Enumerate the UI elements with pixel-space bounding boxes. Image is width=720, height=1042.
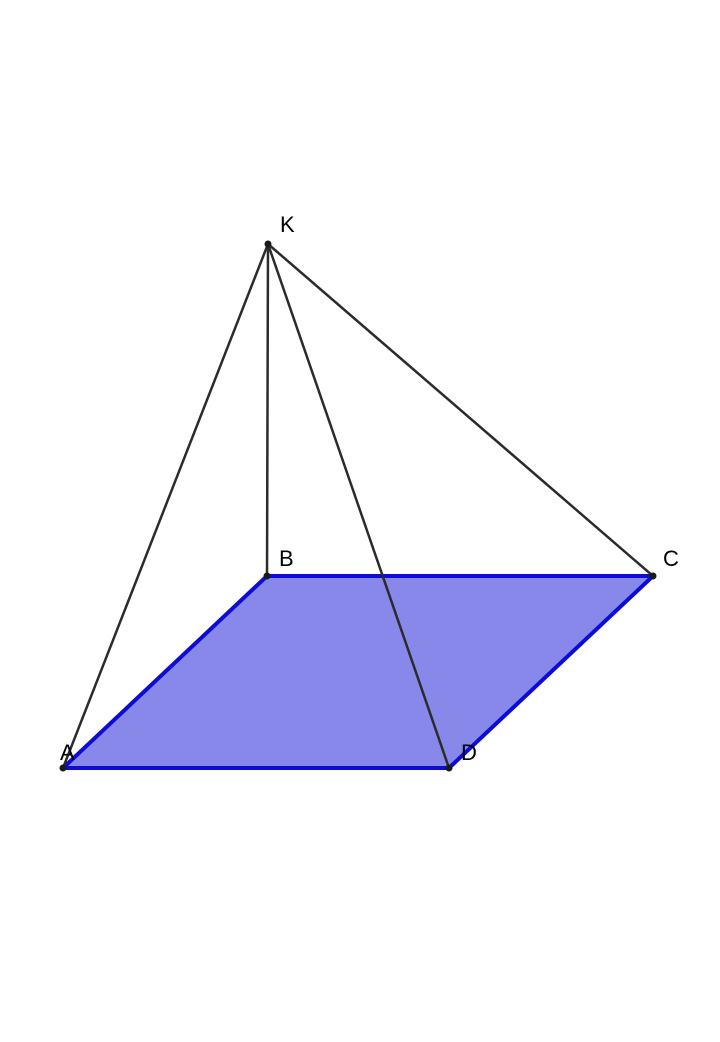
label-A: A bbox=[60, 740, 75, 765]
point-C bbox=[650, 573, 657, 580]
label-C: C bbox=[663, 546, 679, 571]
pyramid-diagram: A B C D K bbox=[0, 0, 720, 1042]
point-K bbox=[265, 241, 272, 248]
label-D: D bbox=[461, 740, 477, 765]
point-B bbox=[264, 573, 271, 580]
label-K: K bbox=[280, 212, 295, 237]
point-A bbox=[60, 765, 67, 772]
edge-KB bbox=[267, 244, 268, 576]
point-D bbox=[446, 765, 453, 772]
base-polygon bbox=[63, 576, 653, 768]
label-B: B bbox=[279, 546, 294, 571]
